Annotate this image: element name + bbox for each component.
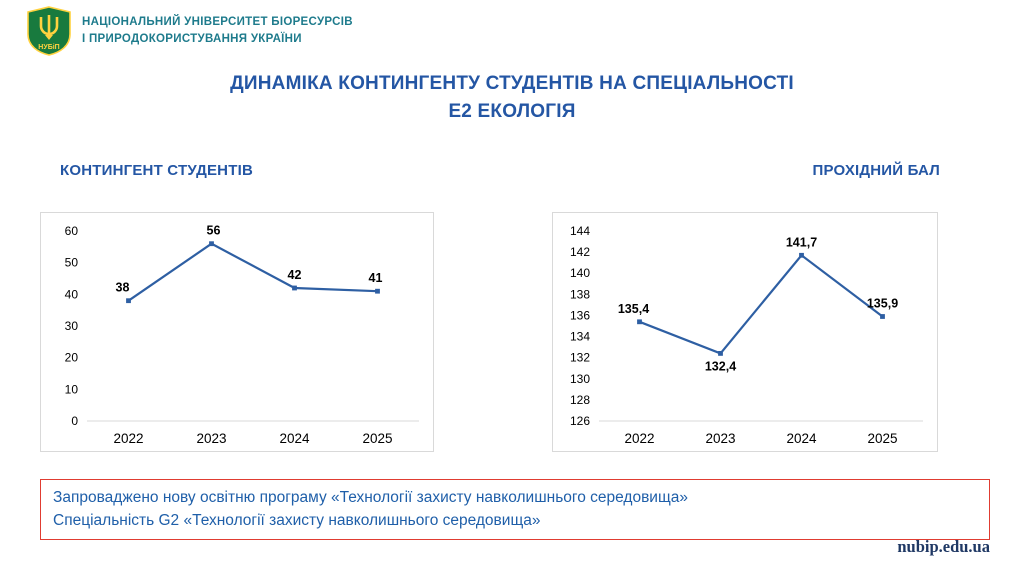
svg-text:42: 42: [288, 268, 302, 282]
svg-text:50: 50: [65, 256, 79, 270]
svg-text:136: 136: [570, 308, 590, 322]
svg-text:130: 130: [570, 372, 590, 386]
university-brand: НУБіП НАЦІОНАЛЬНИЙ УНІВЕРСИТЕТ БІОРЕСУРС…: [26, 6, 353, 56]
pass-score-chart-card: 144 142 140 138 136 134 132 130 128 126 135,4 132,4…: [552, 212, 938, 452]
note-line2: Спеціальність G2 «Технології захисту нав…: [53, 512, 541, 530]
svg-text:2023: 2023: [196, 431, 226, 446]
svg-text:30: 30: [65, 319, 79, 333]
svg-text:38: 38: [116, 281, 130, 295]
svg-text:41: 41: [369, 271, 383, 285]
university-name: НАЦІОНАЛЬНИЙ УНІВЕРСИТЕТ БІОРЕСУРСІВ І П…: [82, 14, 353, 47]
page-title: ДИНАМІКА КОНТИНГЕНТУ СТУДЕНТІВ НА СПЕЦІА…: [0, 70, 1024, 125]
svg-text:10: 10: [65, 382, 79, 396]
svg-text:2024: 2024: [786, 431, 817, 446]
university-name-line2: І ПРИРОДОКОРИСТУВАННЯ УКРАЇНИ: [82, 33, 302, 45]
svg-text:56: 56: [207, 224, 221, 238]
svg-text:142: 142: [570, 245, 590, 259]
svg-text:2024: 2024: [279, 431, 310, 446]
svg-text:2023: 2023: [705, 431, 735, 446]
svg-text:0: 0: [71, 414, 78, 428]
svg-text:60: 60: [65, 224, 79, 238]
svg-text:2025: 2025: [362, 431, 392, 446]
svg-text:2022: 2022: [113, 431, 143, 446]
university-name-line1: НАЦІОНАЛЬНИЙ УНІВЕРСИТЕТ БІОРЕСУРСІВ: [82, 16, 353, 29]
note-box: Запроваджено нову освітню програму «Техн…: [40, 479, 990, 540]
university-logo-icon: НУБіП: [27, 6, 71, 56]
pass-score-chart-heading: ПРОХІДНИЙ БАЛ: [812, 162, 940, 179]
svg-text:141,7: 141,7: [786, 235, 817, 249]
svg-text:132,4: 132,4: [705, 359, 736, 373]
svg-text:134: 134: [570, 330, 590, 344]
svg-text:144: 144: [570, 224, 590, 238]
students-chart-card: 60 50 40 30 20 10 0 38 56 42 41 2022 2023 2024 2025: [40, 212, 434, 452]
page-title-line1: ДИНАМІКА КОНТИНГЕНТУ СТУДЕНТІВ НА СПЕЦІА…: [230, 73, 794, 94]
svg-text:140: 140: [570, 266, 590, 280]
svg-text:135,9: 135,9: [867, 297, 898, 311]
logo-abbr-text: НУБіП: [38, 43, 59, 51]
pass-score-line-chart: 144 142 140 138 136 134 132 130 128 126 135,4 132,4…: [570, 224, 923, 446]
svg-text:2025: 2025: [867, 431, 897, 446]
svg-text:40: 40: [65, 287, 79, 301]
svg-text:132: 132: [570, 351, 590, 365]
site-url: nubip.edu.ua: [897, 537, 990, 556]
svg-text:2022: 2022: [624, 431, 654, 446]
note-line1: Запроваджено нову освітню програму «Техн…: [53, 489, 688, 506]
svg-text:126: 126: [570, 414, 590, 428]
students-chart-heading: КОНТИНГЕНТ СТУДЕНТІВ: [60, 162, 253, 179]
svg-text:135,4: 135,4: [618, 302, 649, 316]
svg-text:138: 138: [570, 287, 590, 301]
chart-headings: КОНТИНГЕНТ СТУДЕНТІВ ПРОХІДНИЙ БАЛ: [60, 162, 940, 179]
svg-text:20: 20: [65, 351, 79, 365]
svg-text:128: 128: [570, 393, 590, 407]
page-title-line2: Е2 ЕКОЛОГІЯ: [448, 100, 576, 122]
students-line-chart: 60 50 40 30 20 10 0 38 56 42 41 2022 2023 2024 2025: [65, 224, 419, 446]
